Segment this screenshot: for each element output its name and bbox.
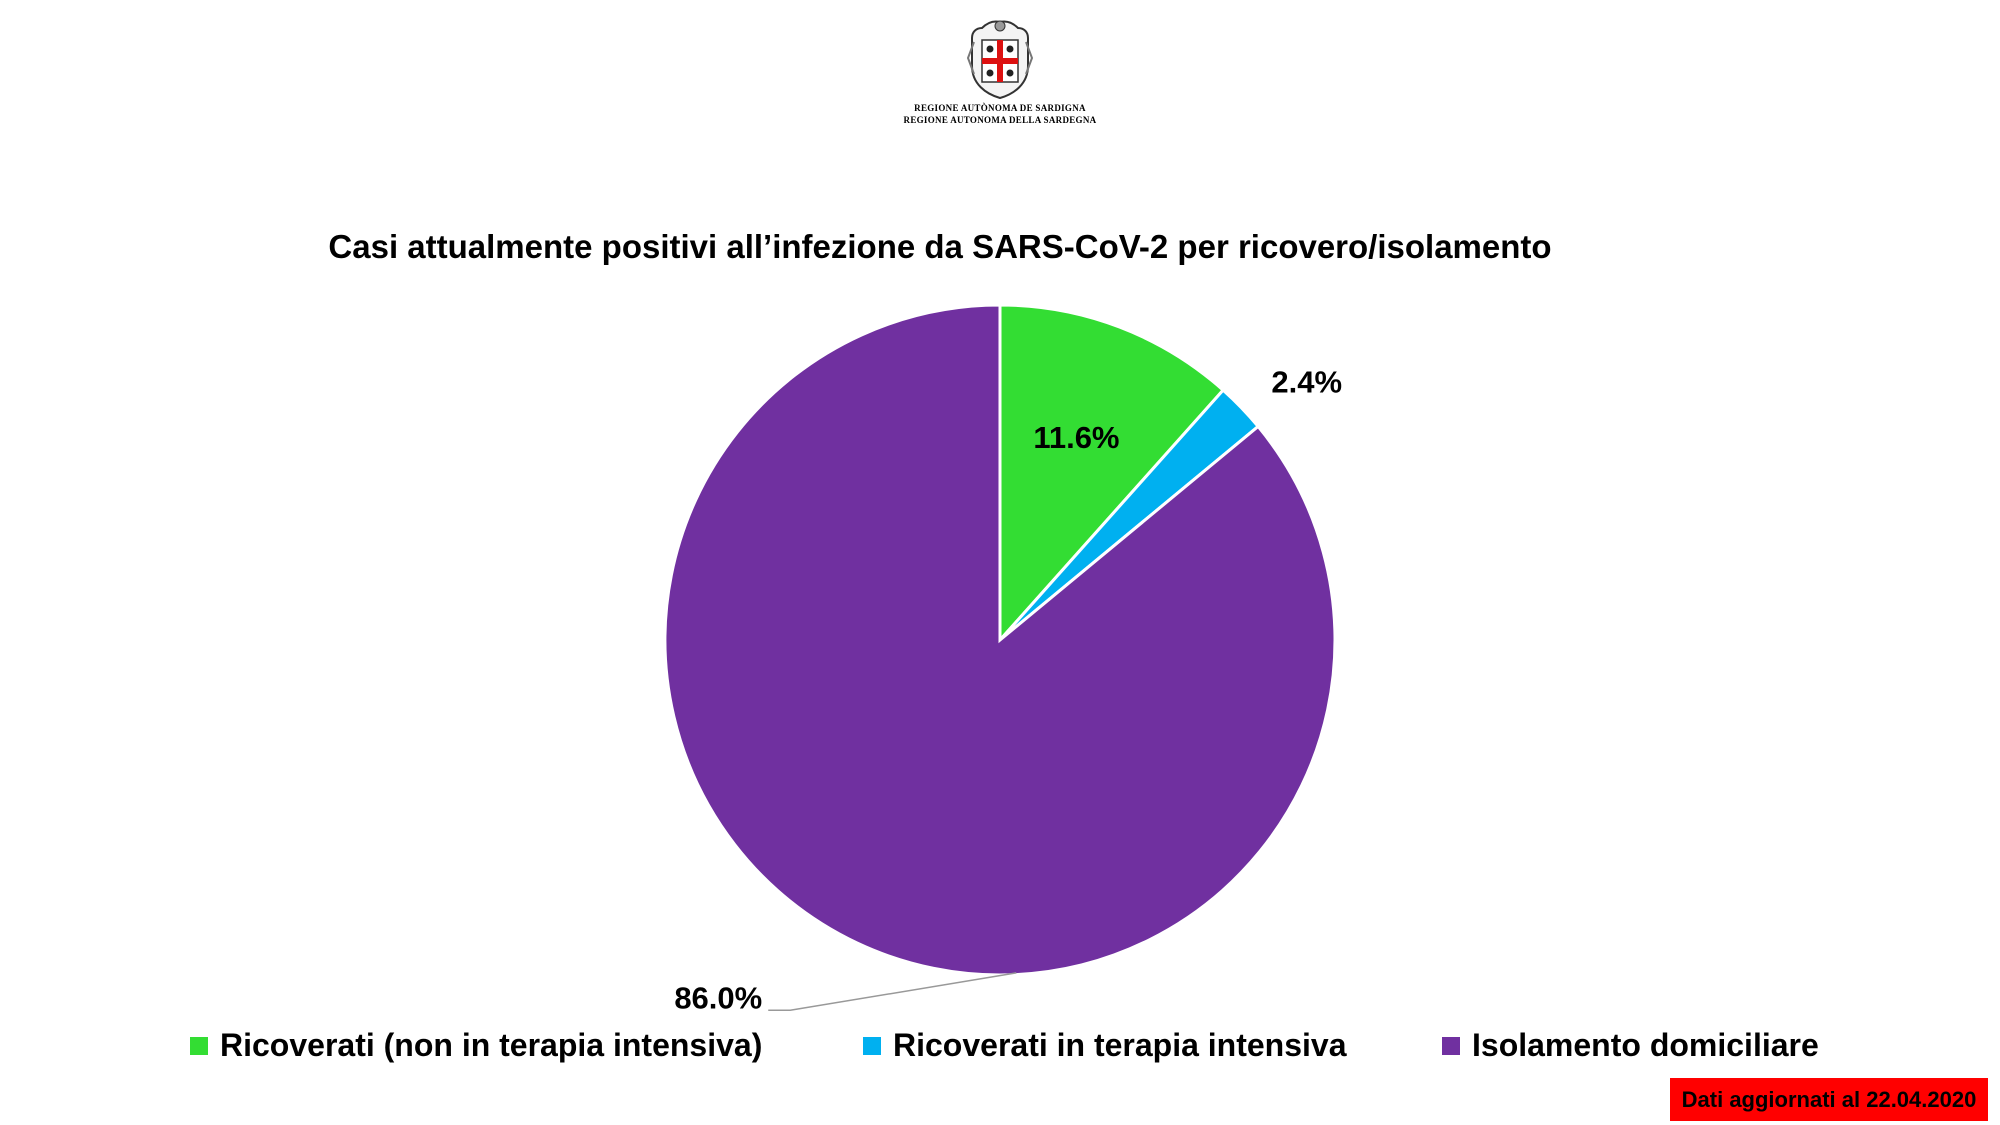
legend-label: Ricoverati (non in terapia intensiva) xyxy=(220,1027,763,1063)
legend-item-terapia-intensiva: Ricoverati in terapia intensiva xyxy=(863,1027,1347,1064)
legend-swatch-blue xyxy=(863,1036,881,1055)
pie-slice-ricoverati xyxy=(998,303,1226,644)
legend-swatch-green xyxy=(190,1036,208,1055)
data-label-terapia-intensiva: 2.4% xyxy=(1271,365,1342,400)
update-date-badge: Dati aggiornati al 22.04.2020 xyxy=(1670,1078,1988,1121)
leader-line-isolamento xyxy=(768,972,1017,1012)
legend-item-ricoverati: Ricoverati (non in terapia intensiva) xyxy=(190,1027,762,1064)
legend-swatch-purple xyxy=(1442,1036,1460,1055)
legend-item-isolamento: Isolamento domiciliare xyxy=(1442,1027,1819,1064)
data-label-ricoverati: 11.6% xyxy=(1033,420,1119,455)
chart-title: Casi attualmente positivi all’infezione … xyxy=(328,228,1552,265)
data-label-isolamento: 86.0% xyxy=(674,980,762,1015)
logo-text-italian: REGIONE AUTONOMA DELLA SARDEGNA xyxy=(903,115,1097,125)
legend-label: Ricoverati in terapia intensiva xyxy=(893,1027,1347,1063)
coat-of-arms-icon xyxy=(966,20,1034,100)
legend-label: Isolamento domiciliare xyxy=(1472,1027,1819,1063)
chart-legend: Ricoverati (non in terapia intensiva) Ri… xyxy=(0,1027,2000,1077)
pie-slice-isolamento xyxy=(663,303,1337,977)
region-logo: REGIONE AUTÒNOMA DE SARDIGNA REGIONE AUT… xyxy=(895,18,1105,126)
logo-text-sardinian: REGIONE AUTÒNOMA DE SARDIGNA xyxy=(914,103,1086,113)
